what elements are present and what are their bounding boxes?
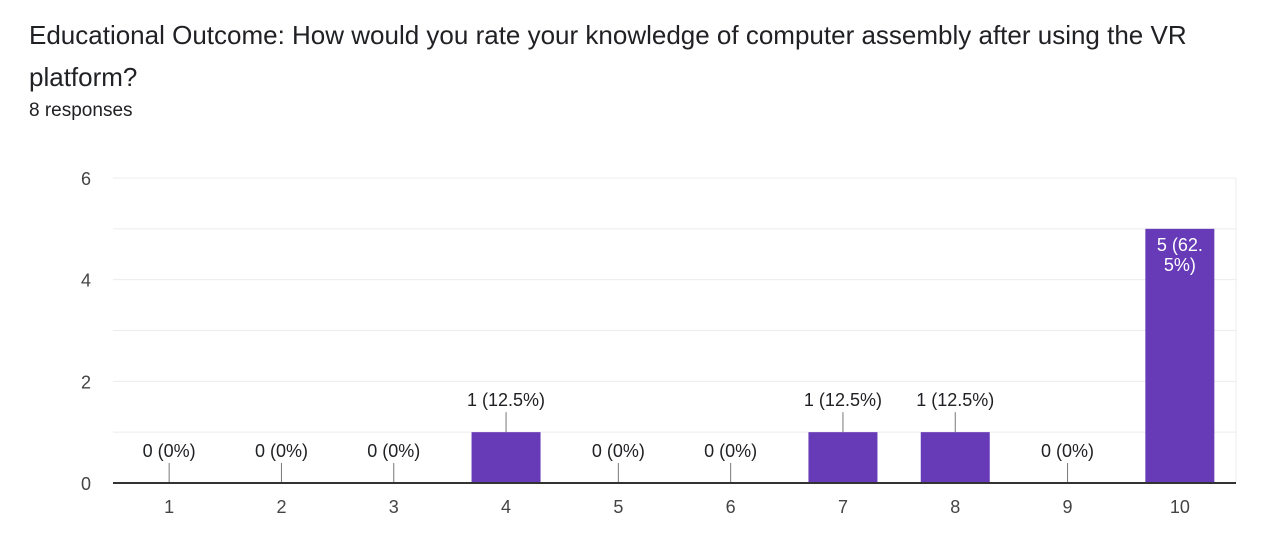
x-tick-label: 10 (1170, 497, 1190, 517)
x-tick-label: 4 (501, 497, 511, 517)
data-label: 0 (0%) (704, 441, 757, 461)
data-label: 0 (0%) (255, 441, 308, 461)
y-tick-label: 0 (81, 474, 91, 494)
x-tick-label: 9 (1063, 497, 1073, 517)
bar (808, 432, 878, 483)
x-tick-label: 1 (164, 497, 174, 517)
bar (920, 432, 990, 483)
x-tick-label: 3 (389, 497, 399, 517)
x-tick-label: 2 (276, 497, 286, 517)
data-label: 0 (0%) (367, 441, 420, 461)
data-label: 1 (12.5%) (804, 390, 882, 410)
y-tick-label: 6 (81, 169, 91, 189)
data-label: 0 (0%) (592, 441, 645, 461)
data-label: 1 (12.5%) (916, 390, 994, 410)
data-label: 1 (12.5%) (467, 390, 545, 410)
x-tick-label: 6 (726, 497, 736, 517)
bar (471, 432, 541, 483)
bar (1145, 228, 1215, 483)
y-tick-label: 4 (81, 271, 91, 291)
response-count: 8 responses (29, 100, 133, 121)
x-tick-label: 8 (950, 497, 960, 517)
x-tick-label: 5 (613, 497, 623, 517)
y-tick-label: 2 (81, 372, 91, 392)
data-label: 0 (0%) (143, 441, 196, 461)
data-label: 5 (62. 5%) (1157, 235, 1203, 275)
data-label: 0 (0%) (1041, 441, 1094, 461)
chart-title: Educational Outcome: How would you rate … (29, 20, 1187, 92)
x-tick-label: 7 (838, 497, 848, 517)
